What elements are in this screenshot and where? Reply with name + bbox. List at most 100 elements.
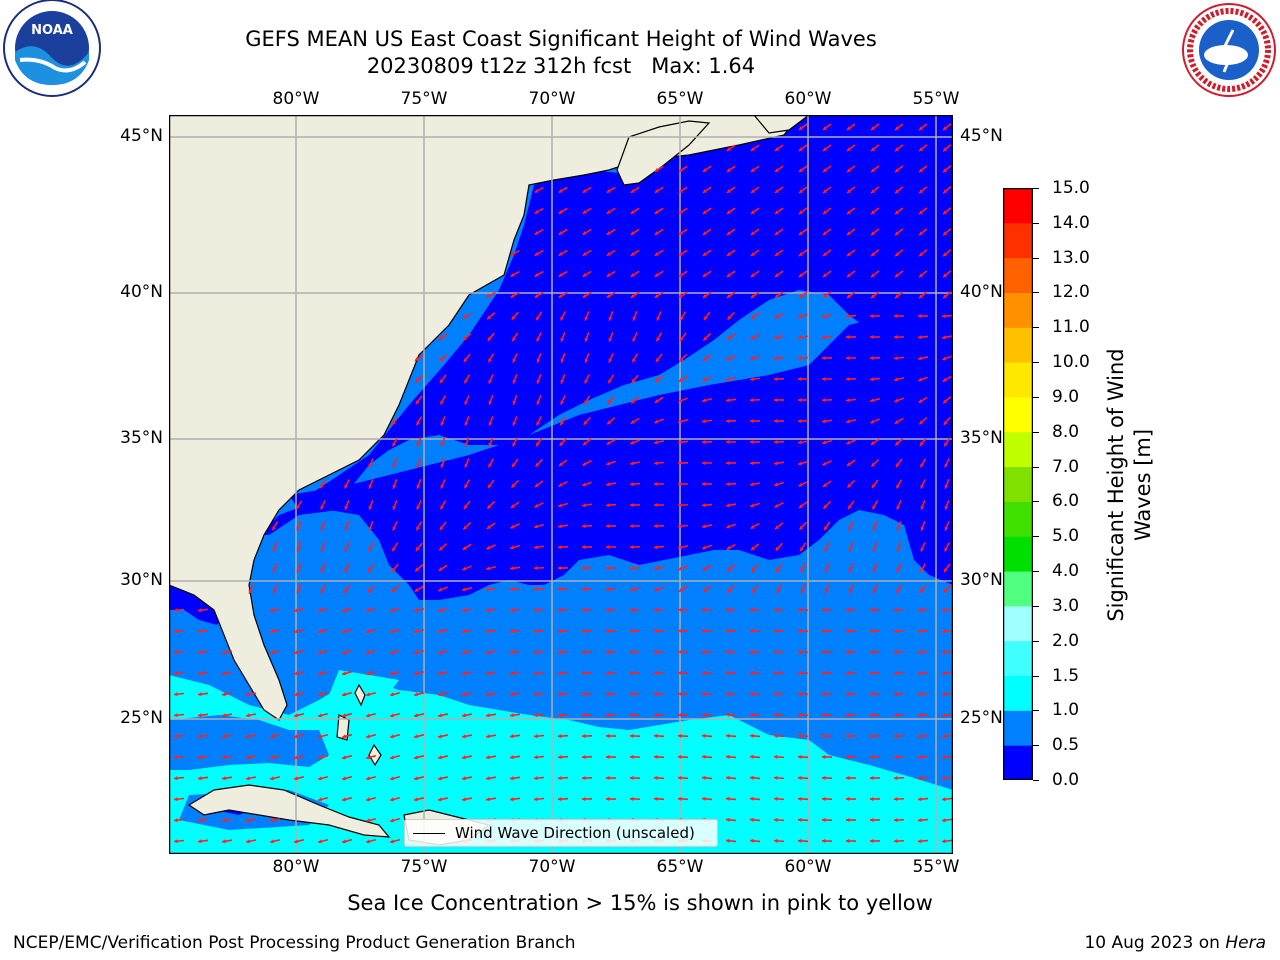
lon-label-top: 70°W (528, 89, 576, 109)
wave-arrow-head (870, 838, 874, 844)
colorbar-tick-mark (1033, 188, 1039, 189)
wave-arrow-head (750, 377, 754, 382)
wave-arrow-head (702, 567, 707, 571)
wave-arrow-head (487, 504, 492, 509)
lon-label-top: 80°W (272, 89, 320, 109)
wave-arrow-head (896, 589, 901, 594)
wave-arrow-head (439, 525, 444, 530)
colorbar (1003, 188, 1033, 780)
wave-arrow-head (750, 796, 754, 801)
wave-arrow-head (606, 796, 610, 802)
wave-arrow-head (534, 671, 538, 676)
wave-arrow-head (438, 734, 442, 739)
wave-arrow-head (872, 547, 877, 552)
wave-arrow-head (296, 526, 301, 531)
wave-arrow-head (296, 589, 301, 594)
wave-arrow-head (606, 587, 610, 592)
wave-arrow-head (366, 734, 371, 739)
wave-arrow-head (462, 713, 466, 718)
wave-arrow-head (822, 314, 826, 319)
wave-arrow-head (344, 547, 349, 552)
wave-arrow-head (678, 273, 683, 277)
wave-arrow-head (438, 629, 442, 634)
wave-arrow-head (584, 379, 589, 384)
lon-label-bottom: 65°W (656, 857, 704, 877)
wave-arrow-head (368, 547, 373, 552)
wave-arrow-head (606, 733, 610, 739)
wave-arrow-head (822, 252, 827, 256)
wave-arrow-head (630, 544, 634, 550)
colorbar-segment (1003, 605, 1033, 642)
wave-arrow-head (870, 441, 875, 445)
wave-arrow-head (366, 629, 371, 634)
wave-arrow-head (822, 440, 827, 445)
wave-arrow-head (726, 775, 730, 780)
wave-arrow-head (846, 649, 850, 655)
wave-arrow-head (174, 671, 178, 676)
lon-label-bottom: 55°W (912, 857, 960, 877)
wave-arrow-head (774, 482, 779, 487)
wave-arrow-head (631, 399, 636, 404)
wave-arrow-head (750, 733, 754, 738)
wave-arrow-head (607, 399, 612, 404)
wave-arrow-head (702, 754, 706, 759)
wave-arrow-head (894, 420, 899, 424)
wave-arrow-head (656, 337, 661, 342)
wave-arrow-head (654, 545, 658, 550)
wave-arrow-head (414, 713, 418, 718)
wave-arrow-head (871, 168, 876, 173)
wave-arrow-head (390, 629, 394, 634)
wave-arrow-head (846, 670, 850, 676)
wave-arrow-head (222, 818, 226, 823)
wave-arrow-head (510, 797, 514, 802)
lat-label-right: 25°N (960, 708, 1003, 728)
wave-arrow-head (488, 358, 492, 363)
wave-arrow-head (534, 755, 538, 760)
wave-arrow-head (846, 419, 851, 424)
wave-arrow-head (726, 252, 731, 256)
wave-arrow-head (919, 210, 924, 215)
wave-arrow-head (320, 547, 325, 552)
wave-arrow-head (680, 316, 685, 321)
wave-arrow-head (919, 231, 924, 236)
wave-arrow-head (872, 484, 876, 489)
colorbar-tick-label: 0.5 (1052, 735, 1080, 756)
wave-arrow-head (919, 420, 924, 425)
colorbar-segment (1003, 362, 1033, 398)
wave-arrow-head (270, 839, 274, 844)
wave-arrow-head (726, 691, 730, 696)
wave-arrow-head (822, 691, 826, 697)
wave-arrow-head (488, 379, 493, 384)
wave-arrow-head (606, 252, 611, 256)
wave-arrow-head (774, 397, 778, 403)
wave-arrow-head (342, 629, 347, 634)
wave-arrow-head (510, 734, 514, 739)
wave-arrow-head (344, 568, 349, 573)
lat-label-left: 30°N (120, 570, 163, 590)
wave-arrow-head (774, 670, 778, 675)
wave-arrow-head (918, 399, 923, 403)
wave-arrow-head (944, 442, 948, 447)
wave-arrow-head (414, 357, 419, 361)
colorbar-tick-label: 13.0 (1052, 247, 1090, 268)
colorbar-tick-label: 14.0 (1052, 212, 1090, 233)
wave-arrow-head (558, 797, 562, 802)
wave-arrow-head (822, 398, 826, 403)
wave-arrow-head (318, 839, 322, 844)
wave-arrow-head (774, 649, 778, 654)
wave-arrow-head (870, 398, 874, 403)
wave-arrow-head (822, 376, 826, 382)
wave-arrow-head (702, 252, 707, 256)
wave-arrow-head (174, 608, 178, 613)
wave-arrow-head (750, 252, 755, 256)
wave-arrow-head (822, 483, 827, 487)
wave-arrow-head (654, 168, 659, 172)
wave-arrow-head (320, 589, 325, 594)
wave-arrow-head (943, 126, 948, 131)
wave-arrow-head (486, 525, 491, 529)
wave-arrow-head (942, 713, 946, 718)
wave-arrow-head (462, 734, 466, 739)
wave-arrow-head (630, 733, 634, 739)
colorbar-tick-mark (1033, 257, 1039, 259)
wave-arrow-head (750, 691, 754, 696)
